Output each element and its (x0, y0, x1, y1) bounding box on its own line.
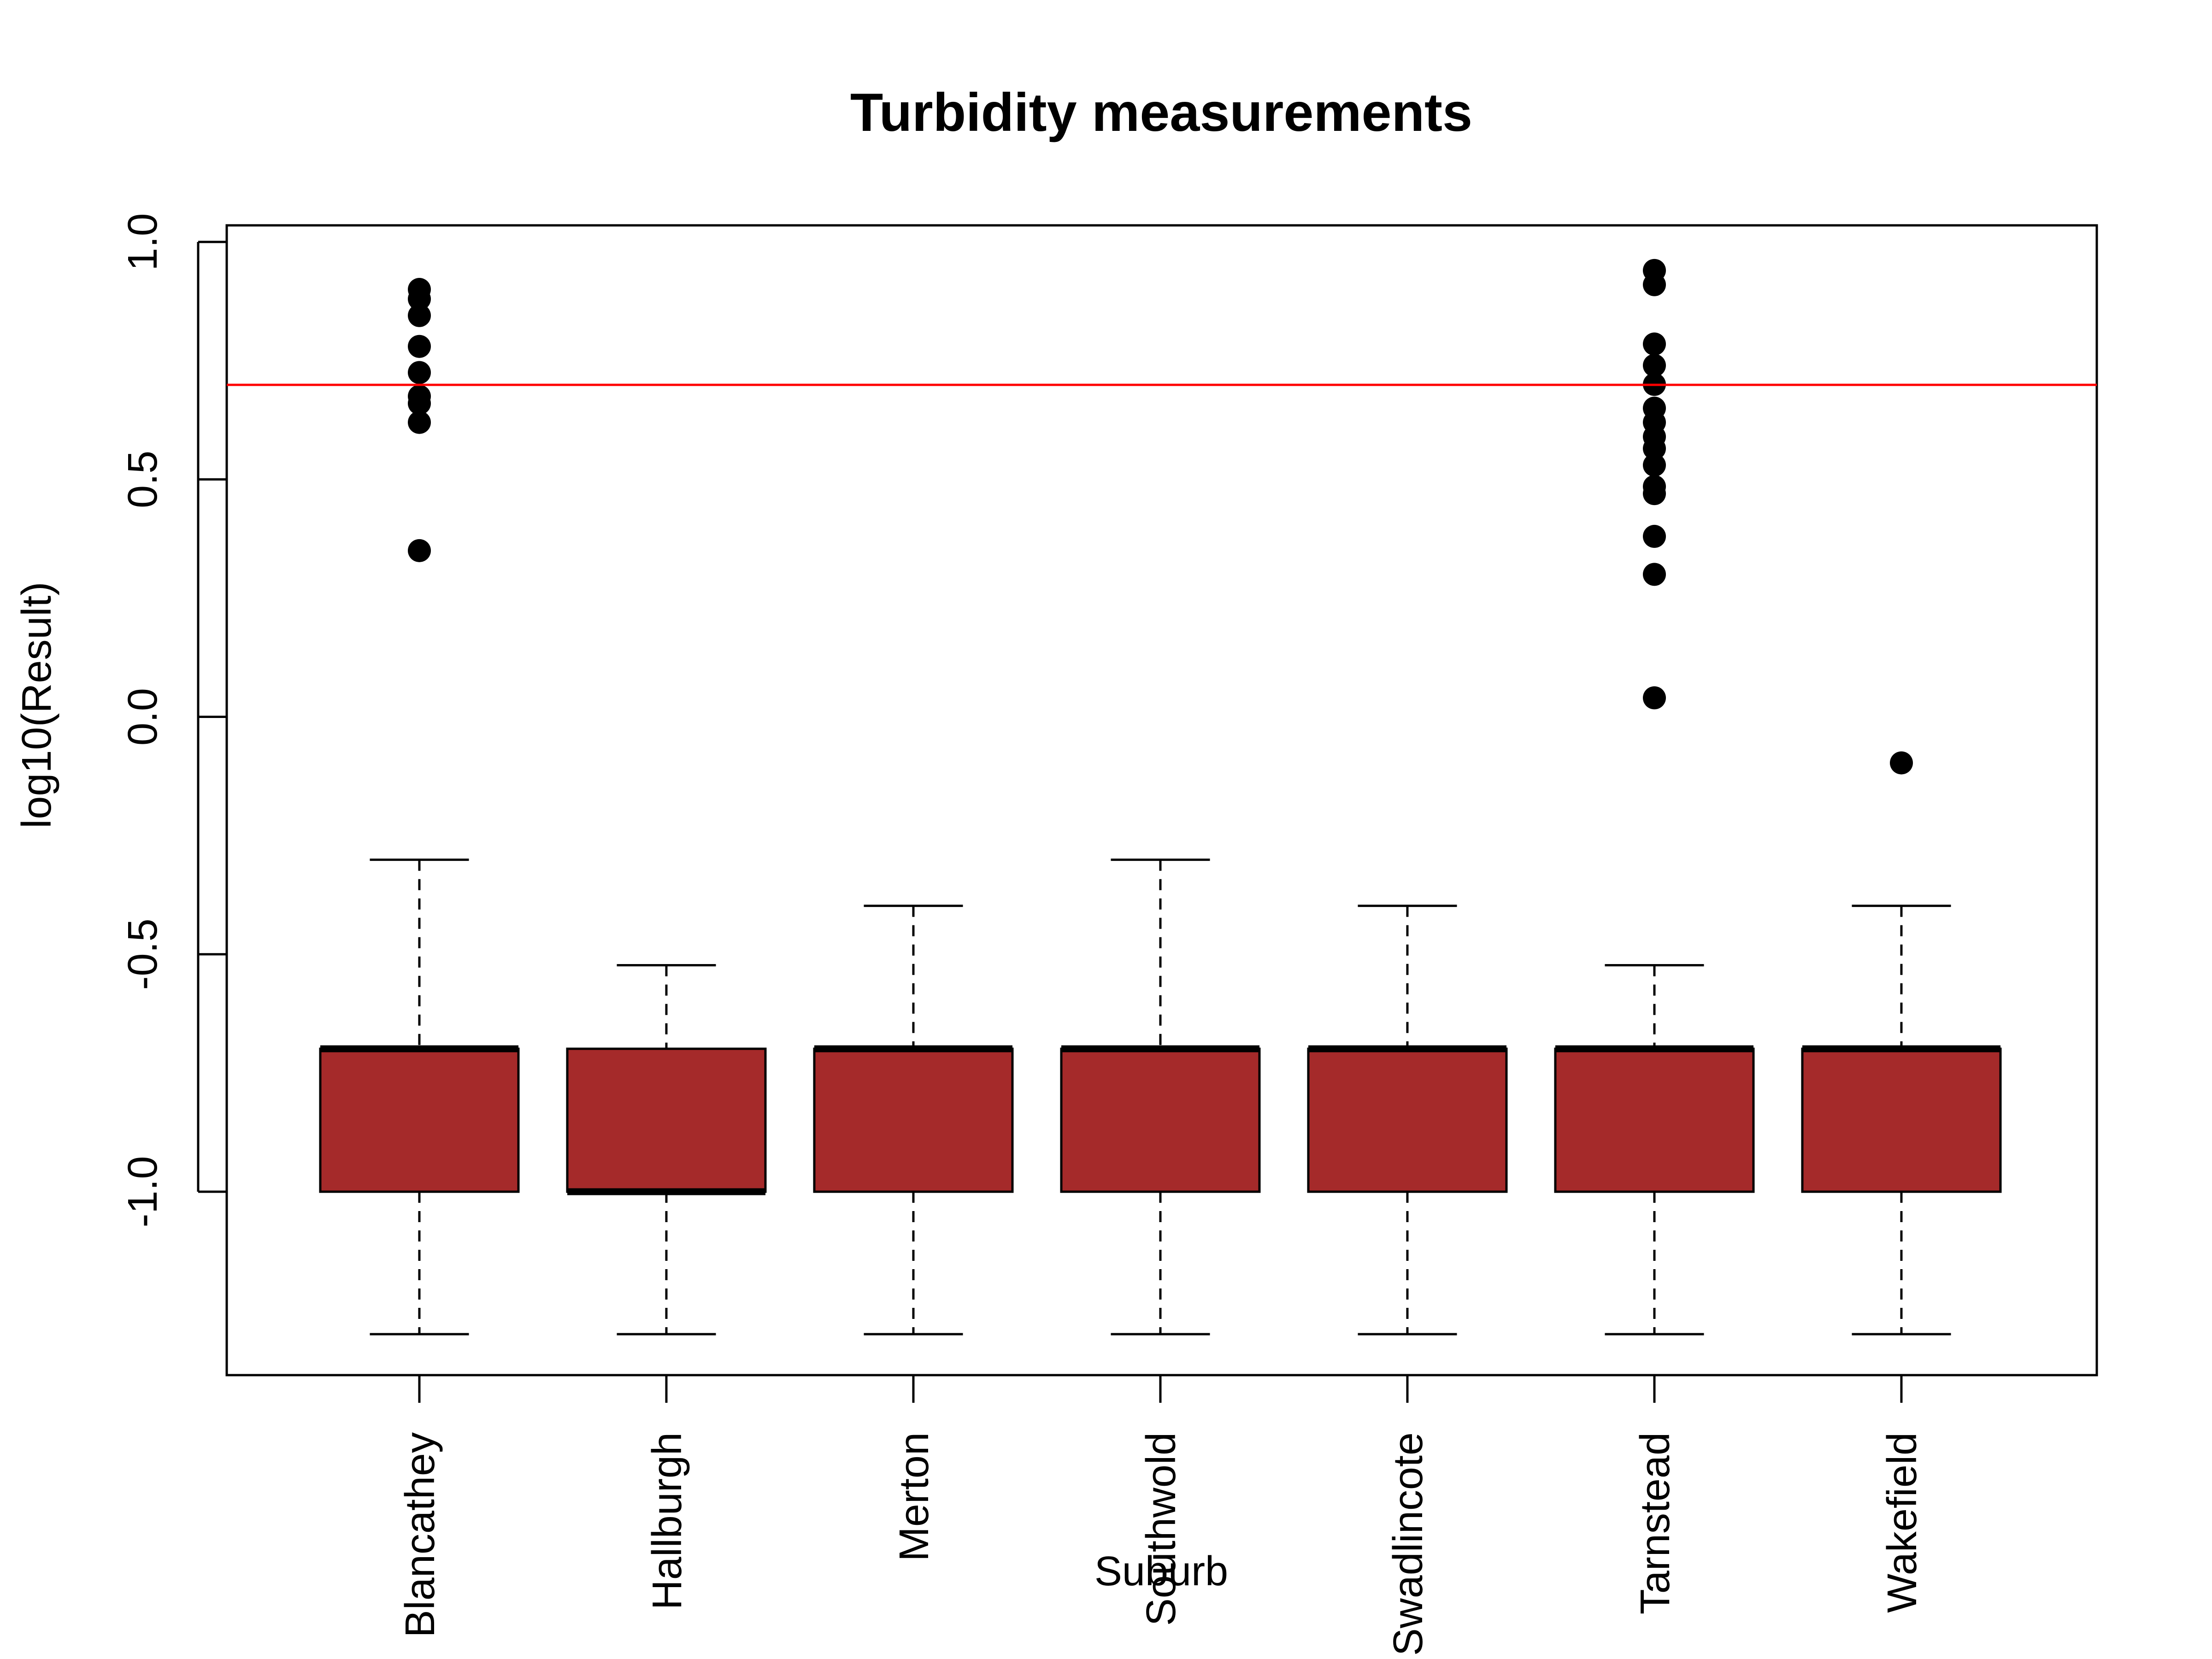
outlier-point (1643, 524, 1666, 548)
y-tick-label: 0.5 (120, 451, 166, 508)
outlier-point (1643, 482, 1666, 506)
box-group (319, 259, 2002, 1335)
box-body (1801, 1047, 2002, 1193)
outlier-point (1643, 563, 1666, 586)
outlier-point (408, 392, 431, 415)
box-blancathey (319, 278, 520, 1335)
box-body (813, 1047, 1014, 1193)
x-tick-label: Southwold (1138, 1432, 1184, 1626)
box-southwold (1060, 859, 1261, 1335)
box-body (1307, 1047, 1508, 1193)
x-tick-label: Blancathey (397, 1432, 443, 1637)
x-tick-label: Tarnstead (1632, 1432, 1678, 1614)
x-axis: Blancathey Hallburgh Merton Southwold Swadli… (397, 1375, 1925, 1656)
x-tick-label: Hallburgh (644, 1432, 690, 1610)
box-merton (813, 905, 1014, 1335)
plot-area-frame (225, 224, 2098, 1377)
x-tick-label: Wakefield (1879, 1432, 1925, 1613)
outlier-point (408, 304, 431, 327)
outlier-point (408, 335, 431, 358)
y-tick-label: 1.0 (120, 213, 166, 271)
y-axis: 1.0 0.5 0.0 -0.5 -1.0 (120, 213, 227, 1228)
outlier-point (1890, 751, 1913, 775)
x-axis-label: Suburb (1094, 1548, 1228, 1594)
x-tick-label: Merton (891, 1432, 937, 1561)
y-tick-label: -0.5 (120, 918, 166, 990)
outlier-point (408, 287, 431, 311)
outlier-point (1643, 353, 1666, 377)
outlier-point (1643, 332, 1666, 356)
outlier-point (408, 411, 431, 434)
outlier-point (408, 361, 431, 384)
y-axis-label: log10(Result) (14, 582, 60, 828)
outlier-point (1643, 437, 1666, 460)
box-body (566, 1047, 767, 1193)
box-body (1554, 1047, 1755, 1193)
y-tick-label: 0.0 (120, 688, 166, 746)
y-tick-label: -1.0 (120, 1156, 166, 1227)
box-body (1060, 1047, 1261, 1193)
box-body (319, 1047, 520, 1193)
outlier-point (1643, 686, 1666, 710)
chart-title: Turbidity measurements (850, 82, 1472, 142)
outlier-point (1643, 273, 1666, 296)
box-wakefield (1801, 751, 2002, 1335)
outlier-point (1643, 453, 1666, 477)
x-tick-label: Swadlincote (1385, 1432, 1431, 1656)
box-swadlincote (1307, 905, 1508, 1335)
box-tarnstead (1554, 259, 1755, 1335)
outlier-point (408, 539, 431, 562)
box-hallburgh (566, 964, 767, 1335)
